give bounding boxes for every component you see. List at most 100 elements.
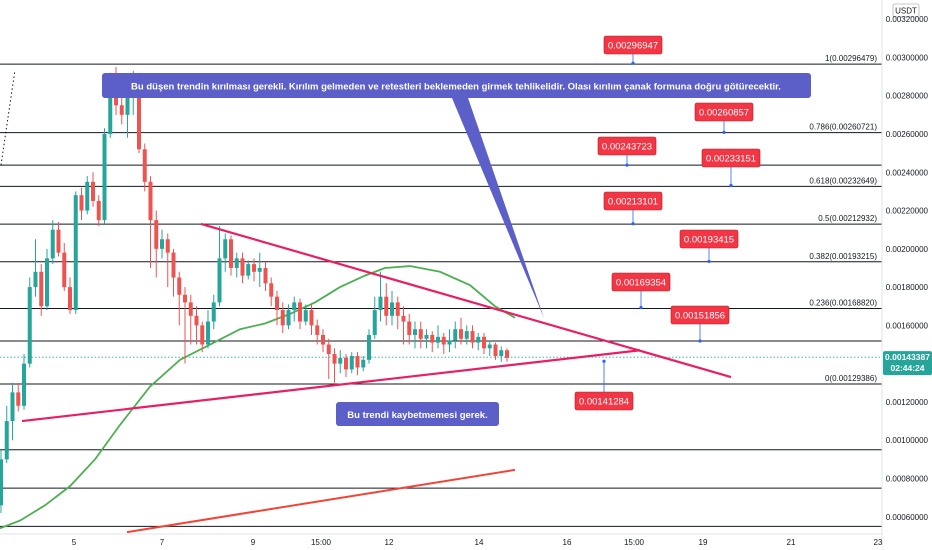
target-anchor-dot <box>631 61 635 65</box>
candle-body <box>401 315 406 322</box>
candle-body <box>321 334 325 345</box>
candle-body <box>10 392 15 422</box>
candle-body <box>73 195 78 311</box>
candle-body <box>211 302 216 322</box>
candle-body <box>315 325 320 335</box>
y-tick-label: 0.00120000 <box>886 398 929 407</box>
candle-body <box>476 336 481 343</box>
bottom-note-text: Bu trendi kaybetmemesi gerek. <box>347 410 487 421</box>
candle-body <box>45 258 49 307</box>
targets-layer: 0.00296947 0.00260857 0.00243723 0.00233151… <box>574 35 761 411</box>
fib-level-label: 0.5(0.00212932) <box>818 214 877 223</box>
candle-body <box>367 334 371 360</box>
candle-body <box>194 315 199 326</box>
candle-body <box>108 86 113 134</box>
candle-body <box>200 325 205 345</box>
candle-body <box>338 357 343 364</box>
y-tick-label: 0.00080000 <box>886 474 929 483</box>
candle-body <box>407 321 412 335</box>
y-tick-label: 0.00320000 <box>886 15 929 24</box>
y-tick-label: 0.00300000 <box>886 53 929 62</box>
y-tick-label: 0.00060000 <box>886 513 929 522</box>
moving-average-layer <box>0 265 516 534</box>
price-axis-panel[interactable] <box>882 0 932 550</box>
fib-level-label: 0.618(0.00232649) <box>809 176 877 185</box>
candle-body <box>206 321 210 345</box>
trendlines-layer <box>21 222 732 423</box>
fib-level-label: 0.236(0.00168820) <box>809 298 877 307</box>
target-price-label: 0.00296947 <box>608 41 658 52</box>
target-anchor-dot <box>625 163 629 167</box>
candle-body <box>0 459 3 506</box>
target-price-box <box>603 191 663 211</box>
candle-body <box>234 258 239 268</box>
target-anchor-dot <box>639 305 643 310</box>
candle-body <box>68 287 72 311</box>
target-price-box <box>701 148 761 168</box>
candle-body <box>263 267 268 284</box>
candle-body <box>33 271 38 288</box>
target-price-box <box>694 102 754 122</box>
candle-body <box>125 95 130 115</box>
target-price-label: 0.00243723 <box>602 142 652 153</box>
candle-body <box>482 336 486 349</box>
candle-body <box>303 310 308 322</box>
candle-body <box>177 277 182 295</box>
candle-body <box>326 344 331 355</box>
candle-body <box>418 329 423 339</box>
candle-body <box>447 340 452 345</box>
currency-label: USDT <box>895 7 917 16</box>
candle-body <box>355 356 360 368</box>
target-price-label: 0.00260857 <box>699 108 749 119</box>
candle-body <box>137 76 141 150</box>
candle-body <box>487 344 492 349</box>
target-anchor-dot <box>729 183 733 187</box>
target-price-box <box>574 391 634 411</box>
candle-body <box>361 359 366 368</box>
target-anchor-dot <box>722 130 726 134</box>
notes-layer: Bu düşen trendin kırılması gerekli. Kırı… <box>102 73 811 426</box>
candle-body <box>257 267 262 272</box>
candle-body <box>165 239 170 253</box>
candle-body <box>298 302 302 322</box>
candle-body <box>246 264 251 276</box>
target-price-box <box>611 272 671 292</box>
candle-body <box>16 392 21 406</box>
candle-body <box>91 181 95 201</box>
candle-body <box>275 296 279 311</box>
candle-body <box>459 329 463 339</box>
target-price-label: 0.00193415 <box>684 235 734 246</box>
top-note-text: Bu düşen trendin kırılması gerekli. Kırı… <box>131 82 781 93</box>
target-price-box <box>597 136 657 156</box>
candle-body <box>22 363 26 406</box>
candle-body <box>344 357 348 370</box>
y-tick-label: 0.00180000 <box>886 283 929 292</box>
target-price-box <box>603 35 663 55</box>
candle-body <box>280 310 285 326</box>
candle-body <box>413 329 417 335</box>
candle-body <box>372 310 377 335</box>
y-tick-label: 0.00240000 <box>886 168 929 177</box>
current-price-tag: 0.00143387 02:44:24 <box>883 351 932 376</box>
x-tick-label: 14 <box>475 538 484 547</box>
candle-body <box>229 239 233 268</box>
candle-body <box>85 181 90 211</box>
candle-body <box>441 336 446 345</box>
fib-level-label: 0(0.00129386) <box>825 374 877 383</box>
candle-body <box>384 296 389 316</box>
x-tick-label: 7 <box>160 538 165 547</box>
candle-body <box>223 239 228 259</box>
candle-body <box>453 329 458 341</box>
target-anchor-dot <box>631 222 635 226</box>
ascending-support-trendline <box>21 349 641 423</box>
horizontal-levels <box>0 63 882 527</box>
y-tick-label: 0.00200000 <box>886 245 929 254</box>
candle-body <box>217 258 222 303</box>
y-tick-label: 0.00100000 <box>886 436 929 445</box>
top-note-pointer <box>452 98 544 318</box>
target-price-label: 0.00213101 <box>608 197 658 208</box>
time-axis-panel[interactable] <box>0 534 882 550</box>
fib-labels: 1(0.00296479) 0.786(0.00260721) 0.618(0.00… <box>809 54 877 383</box>
bottom-note-box <box>336 402 499 426</box>
